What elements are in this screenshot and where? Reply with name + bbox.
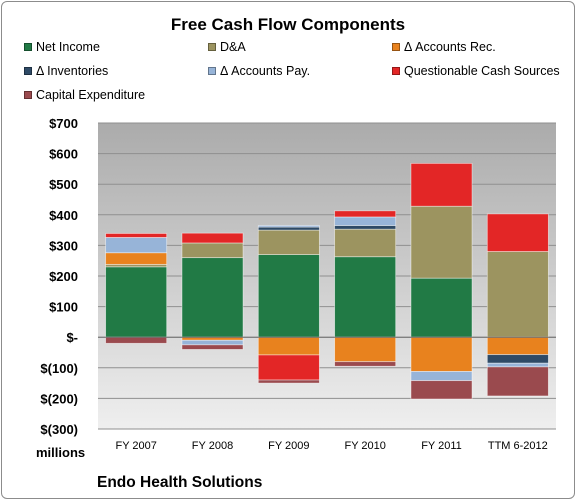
legend-swatch (392, 67, 400, 75)
y-tick-label: $100 (49, 300, 78, 315)
y-tick-label: $(300) (40, 422, 78, 437)
bar-segment (105, 336, 168, 344)
company-name: Endo Health Solutions (97, 474, 263, 491)
bar-segment (105, 266, 168, 338)
legend-swatch (208, 43, 216, 51)
bar-segment (334, 336, 397, 363)
bar-segment (334, 361, 397, 367)
bar-segment (181, 257, 244, 338)
legend-swatch (392, 43, 400, 51)
legend-label: Δ Accounts Rec. (404, 40, 496, 54)
legend-label: Net Income (36, 40, 100, 54)
legend-swatch (24, 43, 32, 51)
bar-segment (257, 226, 320, 231)
bar-segment (257, 225, 320, 228)
bar-segment (410, 336, 473, 372)
y-tick-label: $600 (49, 147, 78, 162)
y-tick-label: $400 (49, 208, 78, 223)
legend-label: Questionable Cash Sources (404, 64, 560, 78)
legend-label: D&A (220, 40, 246, 54)
bar-segment (410, 380, 473, 400)
units-label: millions (36, 445, 86, 460)
bar-segment (181, 242, 244, 259)
bar-segment (257, 354, 320, 381)
y-tick-label: $500 (49, 177, 78, 192)
bar-segment (410, 277, 473, 338)
bar-segment (334, 228, 397, 258)
bar-segment (105, 233, 168, 238)
legend-swatch (24, 91, 32, 99)
legend-item: Δ Accounts Pay. (208, 64, 310, 78)
bar-segment (486, 354, 549, 364)
y-tick-label: $300 (49, 238, 78, 253)
bar-segment (181, 344, 244, 350)
legend-item: Δ Accounts Rec. (392, 40, 496, 54)
bar-segment (105, 252, 168, 265)
legend-swatch (24, 67, 32, 75)
legend-item: Capital Expenditure (24, 88, 145, 102)
legend-item: Questionable Cash Sources (392, 64, 560, 78)
bar-segment (181, 232, 244, 244)
y-tick-label: $(100) (40, 361, 78, 376)
legend-label: Capital Expenditure (36, 88, 146, 102)
bar-segment (410, 371, 473, 382)
legend-item: D&A (208, 40, 246, 54)
bar-segment (410, 205, 473, 279)
bar-segment (486, 251, 549, 338)
x-tick-label: FY 2010 (344, 440, 385, 452)
bar-segment (257, 254, 320, 338)
bar-segment (486, 336, 549, 356)
bar-segment (257, 379, 320, 384)
bar-segment (334, 210, 397, 218)
bar-segment (257, 336, 320, 356)
y-tick-label: $200 (49, 269, 78, 284)
bar-segment (334, 216, 397, 226)
legend-label: Δ Accounts Pay. (220, 64, 311, 78)
y-tick-label: $700 (49, 116, 78, 131)
legend-swatch (208, 67, 216, 75)
chart-title: Free Cash Flow Components (170, 15, 406, 34)
bar-segment (334, 256, 397, 338)
x-tick-label: FY 2011 (421, 440, 462, 452)
bar-segment (257, 229, 320, 255)
bar-segment (410, 162, 473, 207)
bar-segment (486, 213, 549, 252)
legend-item: Δ Inventories (24, 64, 108, 78)
x-tick-label: TTM 6-2012 (488, 440, 548, 452)
x-tick-label: FY 2007 (115, 440, 156, 452)
x-tick-label: FY 2008 (192, 440, 233, 452)
bar-segment (181, 339, 244, 346)
y-tick-label: $(200) (40, 391, 78, 406)
bar-segment (334, 225, 397, 230)
bar-segment (105, 237, 168, 254)
y-tick-label: $- (66, 330, 78, 345)
legend-item: Net Income (24, 40, 100, 54)
bar-segment (486, 362, 549, 368)
legend-label: Δ Inventories (36, 64, 109, 78)
bar-segment (486, 366, 549, 397)
x-tick-label: FY 2009 (268, 440, 309, 452)
